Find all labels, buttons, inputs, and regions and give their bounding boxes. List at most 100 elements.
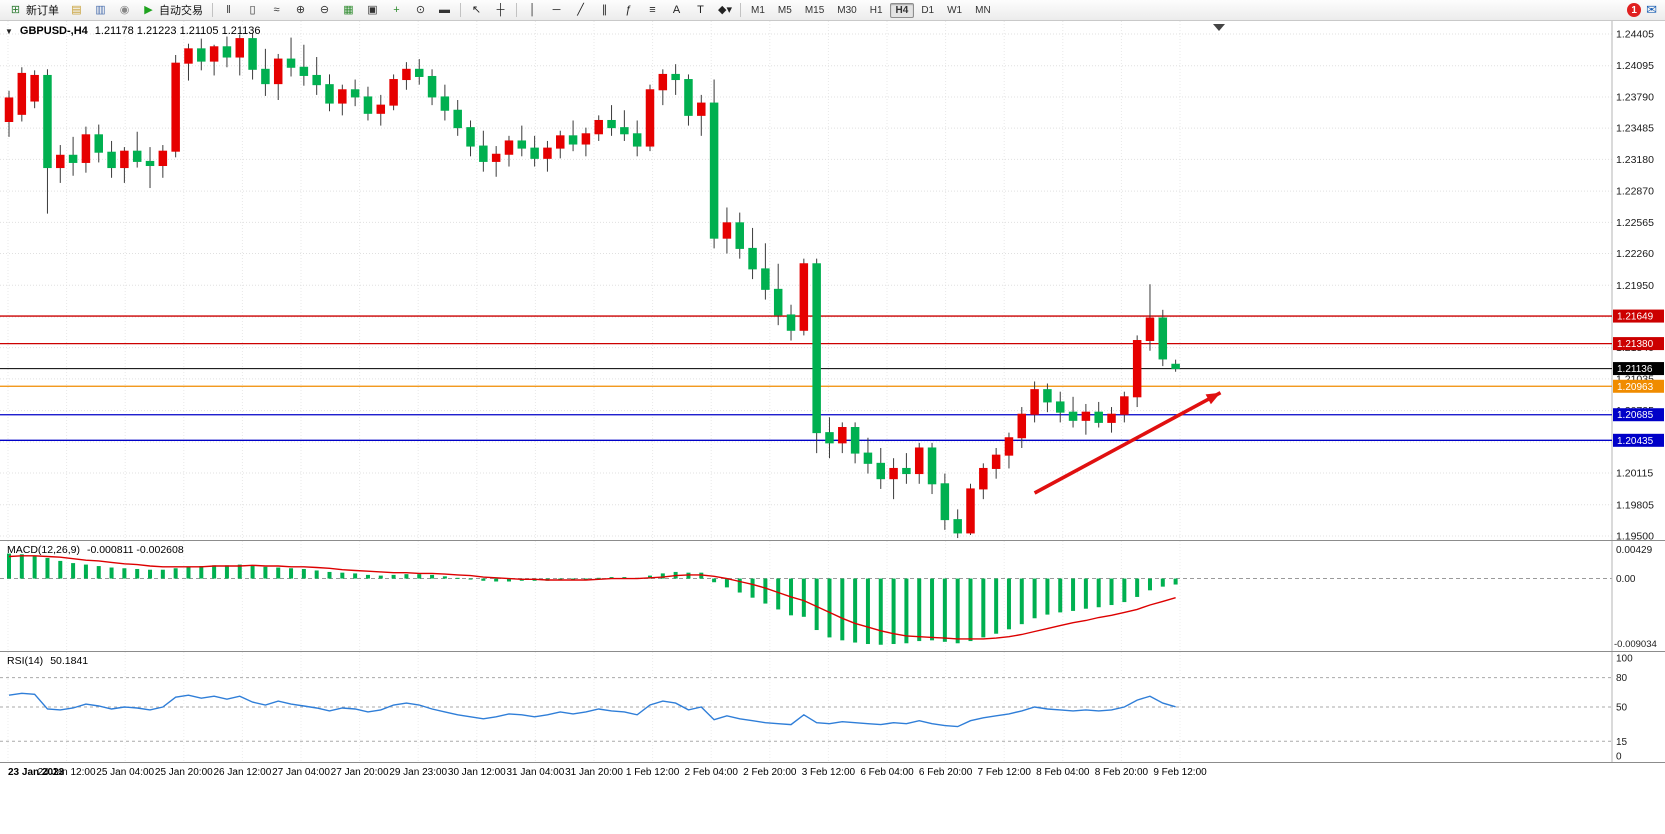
candle [158, 150, 168, 167]
horizontal-line-tool-icon: ─ [552, 3, 561, 16]
candle [1120, 396, 1129, 415]
shapes-tool-icon[interactable]: ◆▾ [713, 1, 736, 20]
macd-canvas[interactable]: 0.00429 0.00 -0.009034 [0, 541, 1665, 652]
macd-histogram-bar [1147, 578, 1152, 591]
time-axis-label: 8 Feb 04:00 [1036, 767, 1090, 778]
grid-icon[interactable]: ▦ [337, 1, 360, 20]
indicators-icon[interactable]: + [385, 1, 408, 20]
candle [171, 62, 180, 152]
trendline-tool-icon: ╱ [577, 3, 584, 16]
macd-histogram-bar [660, 573, 665, 579]
candlestick-chart-icon[interactable]: ▯ [241, 1, 264, 20]
macd-panel[interactable]: 0.00429 0.00 -0.009034 MACD(12,26,9) -0.00… [0, 540, 1665, 652]
notification-badge[interactable]: 1 [1627, 3, 1642, 17]
channel-tool-icon[interactable]: ∥ [593, 1, 616, 20]
candle [1107, 413, 1116, 423]
line-chart-icon[interactable]: ≈ [265, 1, 288, 20]
timeframe-m5[interactable]: M5 [777, 4, 792, 16]
fibonacci-tool-icon[interactable]: ƒ [617, 1, 640, 20]
macd-histogram-bar [930, 578, 935, 641]
time-axis-label: 23 Jan 2023 [8, 767, 65, 778]
svg-text:0: 0 [1616, 752, 1622, 763]
fibonacci-tool-icon: ƒ [625, 3, 632, 16]
candle [979, 467, 988, 490]
candle [568, 135, 578, 145]
arrange-windows-icon[interactable]: ▣ [361, 1, 384, 20]
cursor-icon[interactable]: ↖ [465, 1, 488, 20]
svg-text:1.23485: 1.23485 [1616, 123, 1654, 135]
time-axis-label: 26 Jan 12:00 [213, 767, 272, 778]
zoom-out-icon[interactable]: ⊖ [313, 1, 336, 20]
timeframe-h1[interactable]: H1 [869, 4, 883, 16]
timeframe-w1[interactable]: W1 [947, 4, 963, 16]
templates-icon[interactable]: ▬ [433, 1, 456, 20]
macd-histogram-bar [353, 573, 358, 579]
macd-histogram-bar [19, 554, 24, 579]
macd-histogram-bar [122, 568, 127, 579]
rsi-panel[interactable]: 100 80 50 15 0 RSI(14) 50.1841 [0, 651, 1665, 763]
arrange-windows-icon: ▣ [367, 3, 378, 16]
macd-histogram-bar [1019, 578, 1024, 625]
timeframe-m1[interactable]: M1 [751, 4, 765, 16]
macd-histogram-bar [994, 578, 999, 634]
horizontal-line-tool-icon[interactable]: ─ [545, 1, 568, 20]
trend-arrow[interactable] [1033, 391, 1222, 495]
macd-histogram-bar [404, 574, 409, 579]
zoom-in-icon[interactable]: ⊕ [289, 1, 312, 20]
macd-histogram-bar [737, 578, 742, 593]
bar-chart-icon[interactable]: ‖ [217, 1, 240, 20]
candle [556, 135, 565, 149]
chart-title: ▼ GBPUSD-,H4 1.21178 1.21223 1.21105 1.2… [5, 25, 261, 37]
trendline-tool-icon[interactable]: ╱ [569, 1, 592, 20]
channel-tool-icon: ∥ [601, 3, 608, 16]
market-watch-icon[interactable]: ▥ [89, 1, 112, 20]
macd-histogram-bar [1071, 578, 1076, 611]
candle [261, 68, 270, 85]
macd-histogram-bar [263, 566, 268, 579]
timeframe-mn[interactable]: MN [975, 4, 991, 16]
time-axis[interactable]: 23 Jan 2023 24 Jan 12:00 25 Jan 04:00 25 Ja… [0, 762, 1665, 834]
macd-histogram-bar [58, 560, 63, 579]
timeframe-d1[interactable]: D1 [921, 4, 935, 16]
label-tool-icon[interactable]: T [689, 1, 712, 20]
candle [1132, 340, 1142, 398]
candle [414, 68, 424, 77]
candle [145, 160, 155, 167]
candle [56, 154, 65, 169]
macd-histogram-bar [750, 578, 755, 598]
candle [222, 46, 232, 58]
main-chart-canvas[interactable]: 1.24405 1.24095 1.23790 1.23485 1.23180 1.228… [0, 21, 1665, 540]
timeframe-m30[interactable]: M30 [837, 4, 857, 16]
candle [838, 427, 847, 444]
shapes-tool-icon: ◆▾ [718, 3, 732, 16]
macd-histogram-bar [430, 574, 435, 579]
time-axis-label: 7 Feb 12:00 [977, 767, 1031, 778]
candle [607, 119, 616, 129]
macd-histogram-bar [801, 578, 806, 617]
svg-text:1.24405: 1.24405 [1616, 29, 1654, 41]
rsi-canvas[interactable]: 100 80 50 15 0 [0, 652, 1665, 763]
auto-trading-button[interactable]: ▶ 自动交易 [137, 1, 208, 20]
messages-icon[interactable]: ✉ [1646, 2, 1657, 17]
timeframe-h4[interactable]: H4 [889, 2, 915, 18]
macd-histogram-bar [378, 575, 383, 579]
sound-icon[interactable]: ◉ [113, 1, 136, 20]
chart-shift-marker[interactable] [1213, 24, 1225, 31]
candle [1030, 389, 1039, 415]
vertical-line-tool-icon[interactable]: │ [521, 1, 544, 20]
period-icon[interactable]: ⊙ [409, 1, 432, 20]
objects-tool-icon[interactable]: ≡ [641, 1, 664, 20]
candle [132, 150, 142, 162]
timeframe-m15[interactable]: M15 [804, 4, 825, 16]
text-tool-icon[interactable]: A [665, 1, 688, 20]
zoom-in-icon: ⊕ [295, 3, 306, 16]
main-chart-panel[interactable]: 1.24405 1.24095 1.23790 1.23485 1.23180 1.228… [0, 21, 1665, 540]
macd-histogram-bar [814, 578, 819, 631]
macd-histogram-bar [763, 578, 768, 604]
candle [197, 48, 206, 62]
macd-histogram-bar [32, 555, 37, 579]
metaeditor-icon[interactable]: ▤ [65, 1, 88, 20]
crosshair-icon[interactable]: ┼ [489, 1, 512, 20]
one-click-trading-arrow[interactable]: ▼ [5, 26, 13, 36]
new-order-button[interactable]: ⊞ 新订单 [4, 1, 64, 20]
